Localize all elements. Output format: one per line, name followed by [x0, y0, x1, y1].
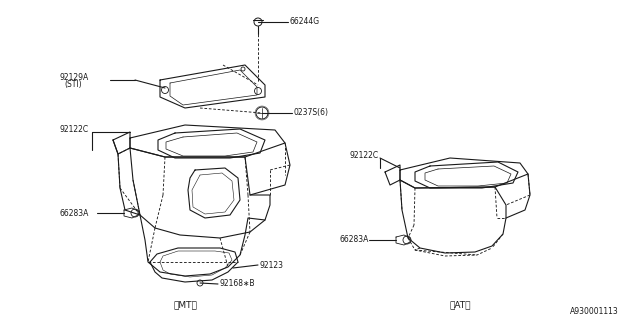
- Text: 66283A: 66283A: [60, 209, 90, 218]
- Text: 0237S(6): 0237S(6): [294, 108, 329, 117]
- Text: (STI): (STI): [64, 79, 82, 89]
- Text: 92122C: 92122C: [60, 125, 89, 134]
- Text: 92122C: 92122C: [350, 151, 379, 161]
- Text: 〈AT〉: 〈AT〉: [449, 300, 471, 309]
- Text: 92129A: 92129A: [60, 73, 89, 82]
- Text: A930001113: A930001113: [570, 308, 619, 316]
- Text: 66283A: 66283A: [340, 236, 369, 244]
- Text: 92123: 92123: [260, 260, 284, 269]
- Text: 66244G: 66244G: [290, 18, 320, 27]
- Text: 92168∗B: 92168∗B: [220, 279, 255, 289]
- Text: 〈MT〉: 〈MT〉: [173, 300, 197, 309]
